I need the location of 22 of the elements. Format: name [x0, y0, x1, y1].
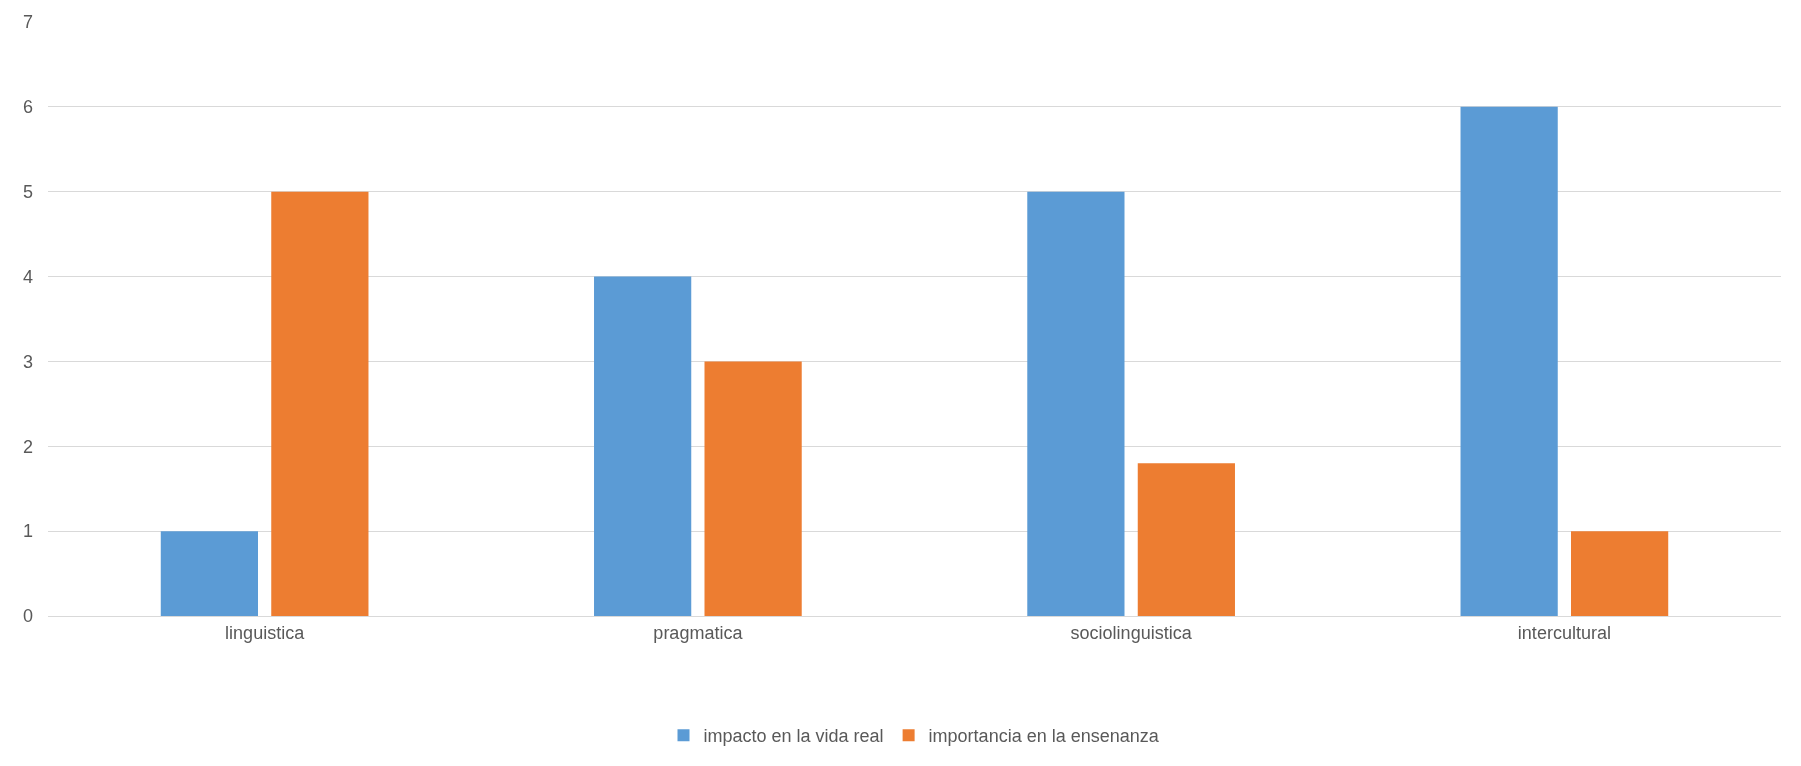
y-tick-label: 5	[22, 182, 33, 203]
legend-label: importancia en la ensenanza	[928, 726, 1160, 747]
y-tick-label: 7	[22, 12, 33, 33]
y-tick-label: 1	[22, 521, 33, 542]
bar	[160, 531, 258, 616]
y-tick-label: 3	[22, 351, 33, 372]
bar	[704, 361, 802, 616]
y-tick-label: 2	[22, 436, 33, 457]
bar	[1571, 531, 1669, 616]
bar	[271, 191, 369, 616]
y-tick-label: 0	[22, 606, 33, 627]
bar	[1460, 106, 1558, 616]
x-tick-label: intercultural	[1517, 622, 1611, 643]
bar	[594, 276, 692, 616]
y-tick-label: 6	[22, 97, 33, 118]
bar	[1137, 463, 1235, 616]
x-tick-label: sociolinguistica	[1070, 622, 1193, 643]
y-tick-label: 4	[22, 266, 33, 287]
x-tick-label: linguistica	[225, 622, 306, 643]
legend-label: impacto en la vida real	[703, 726, 884, 747]
bar	[1027, 191, 1125, 616]
x-tick-label: pragmatica	[653, 622, 744, 643]
